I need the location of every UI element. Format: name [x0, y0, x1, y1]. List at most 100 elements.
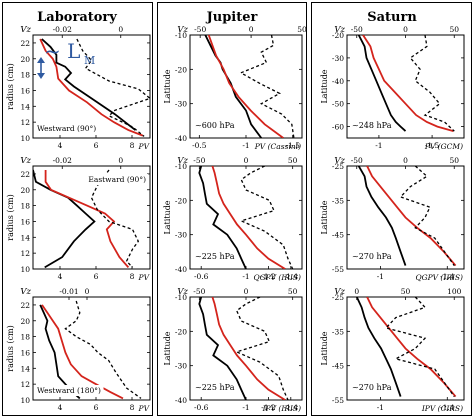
y-tick-label: -50	[332, 100, 344, 109]
y-axis-label: Latitude	[320, 69, 329, 103]
y-tick-label: -45	[332, 362, 344, 371]
top-axis-label: Vz	[334, 287, 345, 297]
series-line-pv-red	[44, 170, 130, 268]
y-tick-label: -20	[175, 196, 187, 205]
column-frame-laboratory	[2, 2, 153, 416]
y-tick-label: -20	[175, 327, 187, 336]
top-tick-label: -0.02	[53, 25, 72, 34]
bottom-axis-label: QGPV (IRIS)	[253, 273, 301, 282]
bottom-tick-label: -1.2	[261, 403, 276, 412]
y-tick-label: 18	[20, 202, 30, 211]
chart-panel-8: -25 -35 -45 -55 -50 0 50 -1 -1.4 Vz QGPV (IRIS) Lat…	[320, 156, 465, 282]
top-tick-label: 0	[85, 287, 90, 296]
column-frame-jupiter	[157, 2, 307, 416]
y-tick-label: 10	[20, 265, 30, 274]
series-line-pv-red	[366, 297, 457, 398]
annotation-box	[193, 120, 234, 131]
top-tick-label: 0	[244, 287, 249, 296]
bottom-tick-label: 4	[58, 141, 63, 150]
series-line-pv-red	[211, 297, 286, 400]
annotation-label: ~225 hPa	[195, 383, 235, 392]
bottom-tick-label: -1.4	[284, 272, 299, 281]
series-line-pv-dashed	[239, 35, 295, 138]
plot-frame	[32, 165, 151, 270]
annotation-box	[193, 382, 234, 393]
series-group	[355, 297, 457, 398]
y-tick-label: -40	[175, 265, 187, 274]
bottom-tick-label: 8	[130, 403, 135, 412]
bottom-tick-label: 4	[58, 403, 63, 412]
top-tick-label: 0	[403, 25, 408, 34]
y-tick-label: 20	[20, 317, 30, 326]
series-line-vz	[357, 35, 407, 132]
y-tick-label: 20	[20, 55, 30, 64]
y-tick-label: -55	[332, 265, 344, 274]
y-tick-label: -45	[332, 231, 344, 240]
top-axis-label: Vz	[20, 25, 31, 35]
series-line-pv-red	[366, 166, 457, 267]
top-tick-label: 100	[447, 287, 462, 296]
bottom-tick-label: -1	[242, 272, 249, 281]
y-tick-label: 10	[20, 396, 30, 405]
bottom-tick-label: -1	[377, 403, 384, 412]
series-line-pv-red	[362, 35, 454, 132]
top-tick-label: 0	[118, 156, 123, 165]
y-tick-label: -25	[332, 162, 344, 171]
chart-panel-7: -20 -30 -40 -50 -60 -50 0 50 -1 -1.5 Vz PV (GCM) Lat…	[320, 25, 465, 151]
top-tick-label: -0.01	[59, 287, 78, 296]
bottom-tick-label: -0.6	[194, 403, 209, 412]
series-group	[39, 38, 150, 137]
top-tick-label: -0.02	[53, 156, 72, 165]
series-line-vz	[33, 169, 96, 269]
series-line-pv-dashed	[409, 35, 455, 132]
y-axis-label: Latitude	[163, 200, 172, 234]
y-axis-label: Latitude	[320, 200, 329, 234]
y-axis-label: Latitude	[320, 331, 329, 365]
y-axis-label: Latitude	[163, 69, 172, 103]
series-group	[357, 166, 457, 267]
series-line-pv-dashed	[234, 297, 289, 400]
plot-frame	[32, 34, 151, 139]
lm-arrow-head-top	[37, 57, 45, 63]
series-group	[357, 35, 455, 132]
top-tick-label: 0	[244, 156, 249, 165]
y-tick-label: 14	[20, 364, 30, 373]
y-tick-label: -35	[332, 327, 344, 336]
bottom-axis-label: PV	[138, 404, 151, 413]
y-tick-label: -55	[332, 396, 344, 405]
lm-annotation: ~ L M	[37, 39, 95, 79]
y-tick-label: -10	[175, 162, 187, 171]
bottom-tick-label: -1	[375, 141, 382, 150]
top-tick-label: 50	[288, 156, 298, 165]
y-tick-label: 16	[20, 348, 30, 357]
top-tick-label: 0	[403, 156, 408, 165]
lm-arrow-head-bottom	[37, 73, 45, 79]
chart-panel-1: 22 20 18 16 14 12 10 -0.02 0 4 6 8 Vz PV radius (cm) We…	[6, 25, 151, 151]
top-axis-label: Vz	[334, 25, 345, 35]
top-tick-label: 50	[401, 287, 411, 296]
top-tick-label: 0	[354, 287, 359, 296]
series-line-vz	[198, 297, 247, 400]
y-tick-label: 18	[20, 71, 30, 80]
series-group	[33, 169, 140, 269]
y-axis-label: radius (cm)	[6, 325, 15, 371]
series-line-vz	[41, 38, 136, 131]
top-tick-label: -50	[193, 287, 205, 296]
y-axis-label: radius (cm)	[6, 194, 15, 240]
top-tick-label: 0	[118, 25, 123, 34]
bottom-tick-label: -1.5	[285, 141, 300, 150]
y-tick-label: -30	[175, 100, 187, 109]
y-tick-label: -30	[175, 362, 187, 371]
column-title-laboratory: Laboratory	[37, 10, 117, 25]
annotation-box	[35, 385, 104, 396]
bottom-tick-label: 6	[94, 141, 99, 150]
annotation-label: Westward (180°)	[37, 386, 101, 395]
annotation-label: ~225 hPa	[195, 252, 235, 261]
y-tick-label: -60	[332, 123, 344, 132]
series-line-vz	[355, 297, 402, 397]
y-tick-label: 18	[20, 333, 30, 342]
top-axis-label: Vz	[177, 287, 188, 297]
annotation-label: ~270 hPa	[352, 252, 392, 261]
top-tick-label: 50	[297, 25, 307, 34]
top-tick-label: -50	[194, 25, 206, 34]
